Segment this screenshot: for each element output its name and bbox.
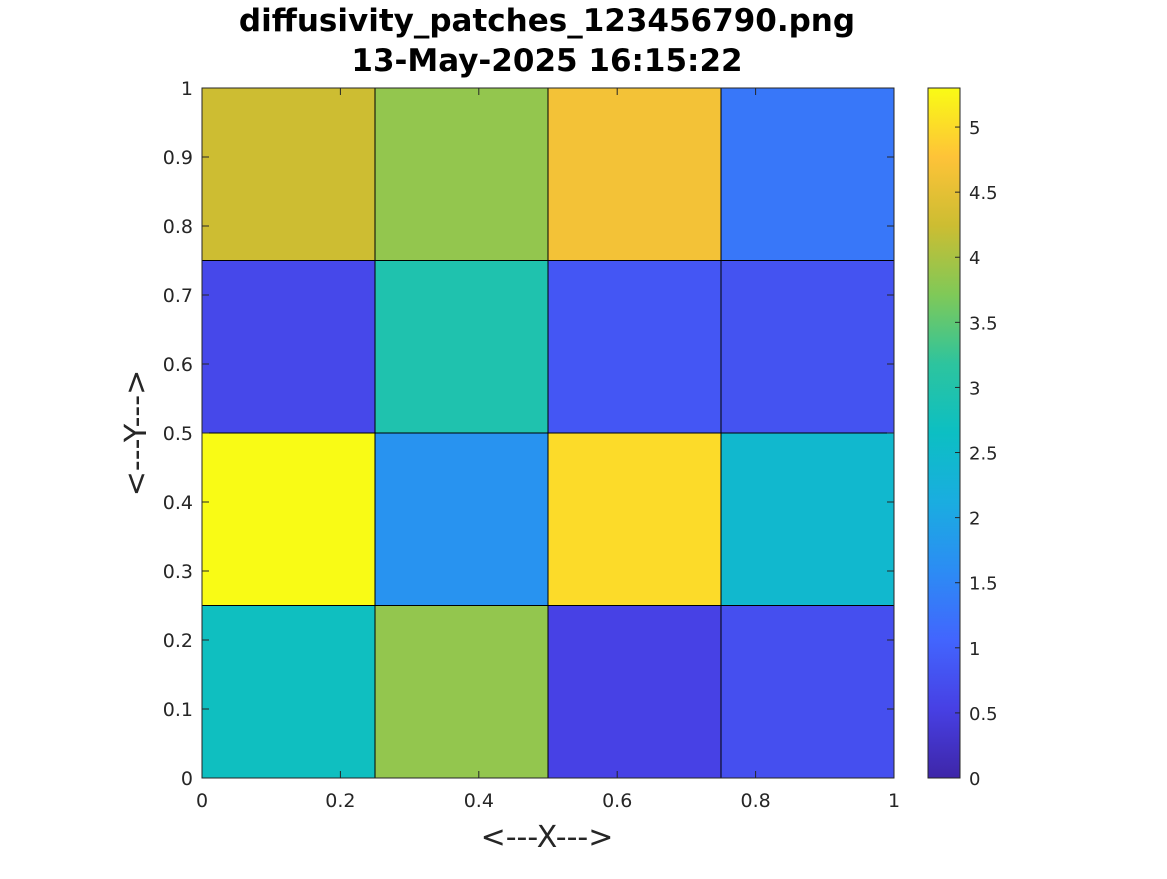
y-tick-label: 0.7 [163, 285, 193, 307]
x-tick-label: 0 [196, 790, 208, 812]
heatmap-cell [201, 605, 376, 779]
heatmap-cell [201, 87, 376, 261]
heatmap-cell [547, 87, 722, 261]
colorbar-tick-label: 2.5 [969, 444, 998, 465]
colorbar-tick-label: 4.5 [969, 183, 998, 204]
heatmap-cell [374, 87, 549, 261]
colorbar-tick-label: 1 [969, 639, 980, 660]
y-tick-label: 0.3 [163, 561, 193, 583]
colorbar-ticks: 0 0.5 1 1.5 2 2.5 3 3.5 4 4.5 5 [955, 118, 998, 790]
x-tick-label: 0.8 [740, 790, 770, 812]
y-tick-label: 0.9 [163, 147, 193, 169]
x-tick-label: 0.4 [464, 790, 494, 812]
heatmap-cell [547, 605, 722, 779]
chart-title: diffusivity_patches_123456790.png [239, 3, 855, 39]
heatmap-cell [374, 432, 549, 606]
colorbar-tick-label: 3 [969, 378, 980, 399]
x-tick-label: 0.2 [325, 790, 355, 812]
heatmap-cell [547, 432, 722, 606]
heatmap-cell [201, 260, 376, 434]
y-tick-label: 0.1 [163, 699, 193, 721]
colorbar-tick-label: 5 [969, 118, 980, 139]
heatmap-cell [720, 432, 895, 606]
heatmap-cells [201, 87, 895, 779]
colorbar-border [927, 87, 961, 779]
y-tick-label: 0.4 [163, 492, 193, 514]
heatmap-cell [720, 605, 895, 779]
y-tick-label: 0.2 [163, 630, 193, 652]
y-axis-label: <---Y---> [119, 370, 154, 496]
colorbar-tick-label: 0.5 [969, 704, 998, 725]
heatmap-cell [374, 260, 549, 434]
colorbar-tick-label: 2 [969, 509, 980, 530]
colorbar-tick-label: 1.5 [969, 574, 998, 595]
heatmap-cell [374, 605, 549, 779]
x-axis-ticks: 0 0.2 0.4 0.6 0.8 1 [196, 88, 900, 812]
x-axis-label: <---X---> [481, 820, 614, 855]
heatmap-cell [720, 87, 895, 261]
x-tick-label: 0.6 [602, 790, 632, 812]
y-tick-label: 0 [181, 768, 193, 790]
y-tick-label: 0.5 [163, 423, 193, 445]
y-tick-label: 0.6 [163, 354, 193, 376]
heatmap-cell [720, 260, 895, 434]
heatmap-cell [201, 432, 376, 606]
colorbar-tick-label: 3.5 [969, 313, 998, 334]
colorbar [928, 88, 960, 778]
colorbar-tick-label: 4 [969, 248, 980, 269]
y-tick-label: 1 [181, 78, 193, 100]
chart-subtitle: 13-May-2025 16:15:22 [351, 43, 742, 79]
heatmap-cell [547, 260, 722, 434]
y-tick-label: 0.8 [163, 216, 193, 238]
y-axis-ticks: 0 0.1 0.2 0.3 0.4 0.5 0.6 0.7 0.8 0.9 1 [163, 78, 894, 790]
colorbar-tick-label: 0 [969, 769, 980, 790]
x-tick-label: 1 [888, 790, 900, 812]
